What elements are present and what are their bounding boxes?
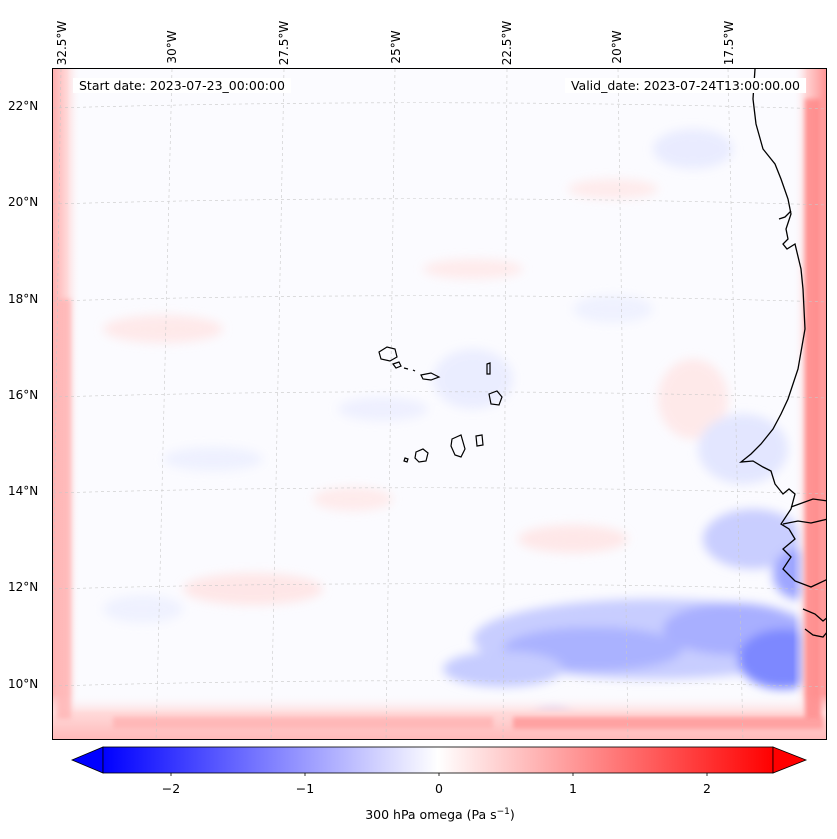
island-sao-nicolau <box>420 372 441 381</box>
colorbar-extend-low <box>70 746 104 774</box>
island-brava <box>403 457 409 463</box>
island-sal <box>486 362 491 375</box>
island-sao-nicolau-dot <box>412 369 416 372</box>
island-santiago <box>450 434 466 458</box>
map-plot-area <box>52 68 827 740</box>
colorbar <box>70 746 808 776</box>
lat-label-14n: 14°N <box>8 484 39 498</box>
cape-verde-islands <box>378 346 503 463</box>
lon-label-17-5w: 17.5°W <box>722 20 736 66</box>
lat-label-10n: 10°N <box>8 677 39 691</box>
colorbar-tick-neg2: −2 <box>161 781 181 796</box>
island-santo-antao <box>378 346 398 362</box>
island-fogo <box>414 448 429 463</box>
coastline-west-africa <box>738 69 826 638</box>
lat-label-16n: 16°N <box>8 388 39 402</box>
colorbar-label-exponent: −1 <box>496 807 510 817</box>
colorbar-extend-high <box>772 746 808 774</box>
lat-label-12n: 12°N <box>8 580 39 594</box>
lon-label-22-5w: 22.5°W <box>500 20 514 66</box>
lon-label-20w: 20°W <box>610 30 624 64</box>
lon-label-32-5w: 32.5°W <box>55 20 69 66</box>
colorbar-tick-1: 1 <box>569 781 577 796</box>
colorbar-tick-neg1: −1 <box>295 781 315 796</box>
start-date-label: Start date: 2023-07-23_00:00:00 <box>73 78 291 93</box>
island-sao-vicente <box>392 361 402 369</box>
lon-label-25w: 25°W <box>389 30 403 64</box>
field-noise-patches <box>103 129 788 623</box>
colorbar-gradient <box>102 746 774 774</box>
lat-label-22n: 22°N <box>8 99 39 113</box>
bottom-boundary-zone <box>53 694 826 739</box>
omega-field-map <box>53 69 826 739</box>
lat-label-20n: 20°N <box>8 195 39 209</box>
colorbar-ticks <box>170 773 708 776</box>
lon-label-27-5w: 27.5°W <box>277 20 291 66</box>
boundary-strong-strips <box>57 99 823 729</box>
island-maio <box>475 434 484 447</box>
colorbar-tick-0: 0 <box>435 781 443 796</box>
map-gridlines <box>53 69 826 739</box>
lon-label-30w: 30°W <box>165 30 179 64</box>
lat-label-18n: 18°N <box>8 292 39 306</box>
island-boa-vista <box>488 390 503 406</box>
island-santa-luzia <box>403 367 409 370</box>
colorbar-label: 300 hPa omega (Pa s−1) <box>365 807 515 823</box>
valid-date-label: Valid_date: 2023-07-24T13:00:00.00 <box>564 78 806 93</box>
colorbar-tick-2: 2 <box>703 781 711 796</box>
